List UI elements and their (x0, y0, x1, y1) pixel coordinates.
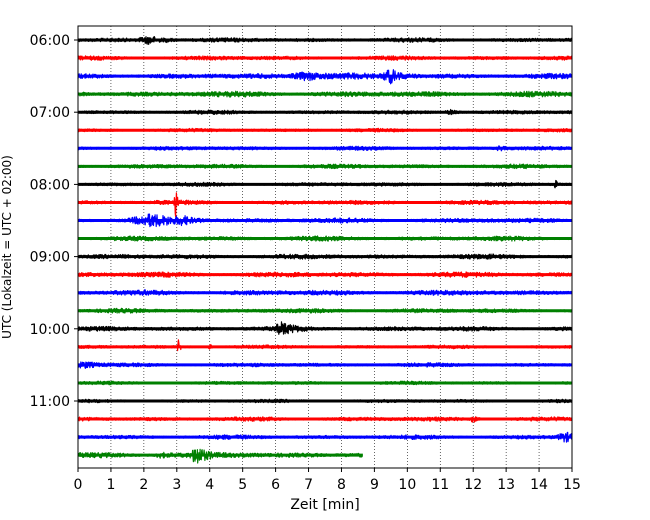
x-tick-label: 6 (271, 477, 280, 493)
x-tick-label: 14 (530, 477, 548, 493)
y-tick-label: 10:00 (30, 322, 70, 338)
y-tick-label: 08:00 (30, 177, 70, 193)
y-tick-label: 09:00 (30, 250, 70, 266)
trace-0815 (77, 192, 573, 218)
y-axis-label: UTC (Lokalzeit = UTC + 02:00) (0, 155, 14, 339)
x-tick-label: 9 (370, 477, 379, 493)
x-tick-label: 7 (304, 477, 313, 493)
x-tick-label: 3 (172, 477, 181, 493)
x-tick-label: 11 (431, 477, 449, 493)
x-tick-label: 15 (563, 477, 581, 493)
y-tick-label: 07:00 (30, 105, 70, 121)
x-axis-label: Zeit [min] (290, 497, 359, 513)
x-tick-label: 5 (238, 477, 247, 493)
y-axis-ticks: 06:00 07:00 08:00 09:00 10:00 11:00 (30, 33, 78, 410)
y-tick-label: 11:00 (30, 394, 70, 410)
trace-1015 (77, 339, 573, 352)
x-tick-label: 1 (106, 477, 115, 493)
seismogram-traces (77, 36, 573, 464)
x-axis-ticks: 0 1 2 3 4 5 6 7 8 9 10 11 12 13 14 15 (74, 468, 581, 493)
x-tick-label: 0 (74, 477, 83, 493)
x-tick-label: 8 (337, 477, 346, 493)
x-tick-label: 10 (398, 477, 416, 493)
x-tick-label: 2 (139, 477, 148, 493)
x-tick-label: 12 (464, 477, 482, 493)
x-tick-label: 13 (497, 477, 515, 493)
plot-frame (77, 25, 573, 469)
x-tick-label: 4 (205, 477, 214, 493)
y-tick-label: 06:00 (30, 33, 70, 49)
